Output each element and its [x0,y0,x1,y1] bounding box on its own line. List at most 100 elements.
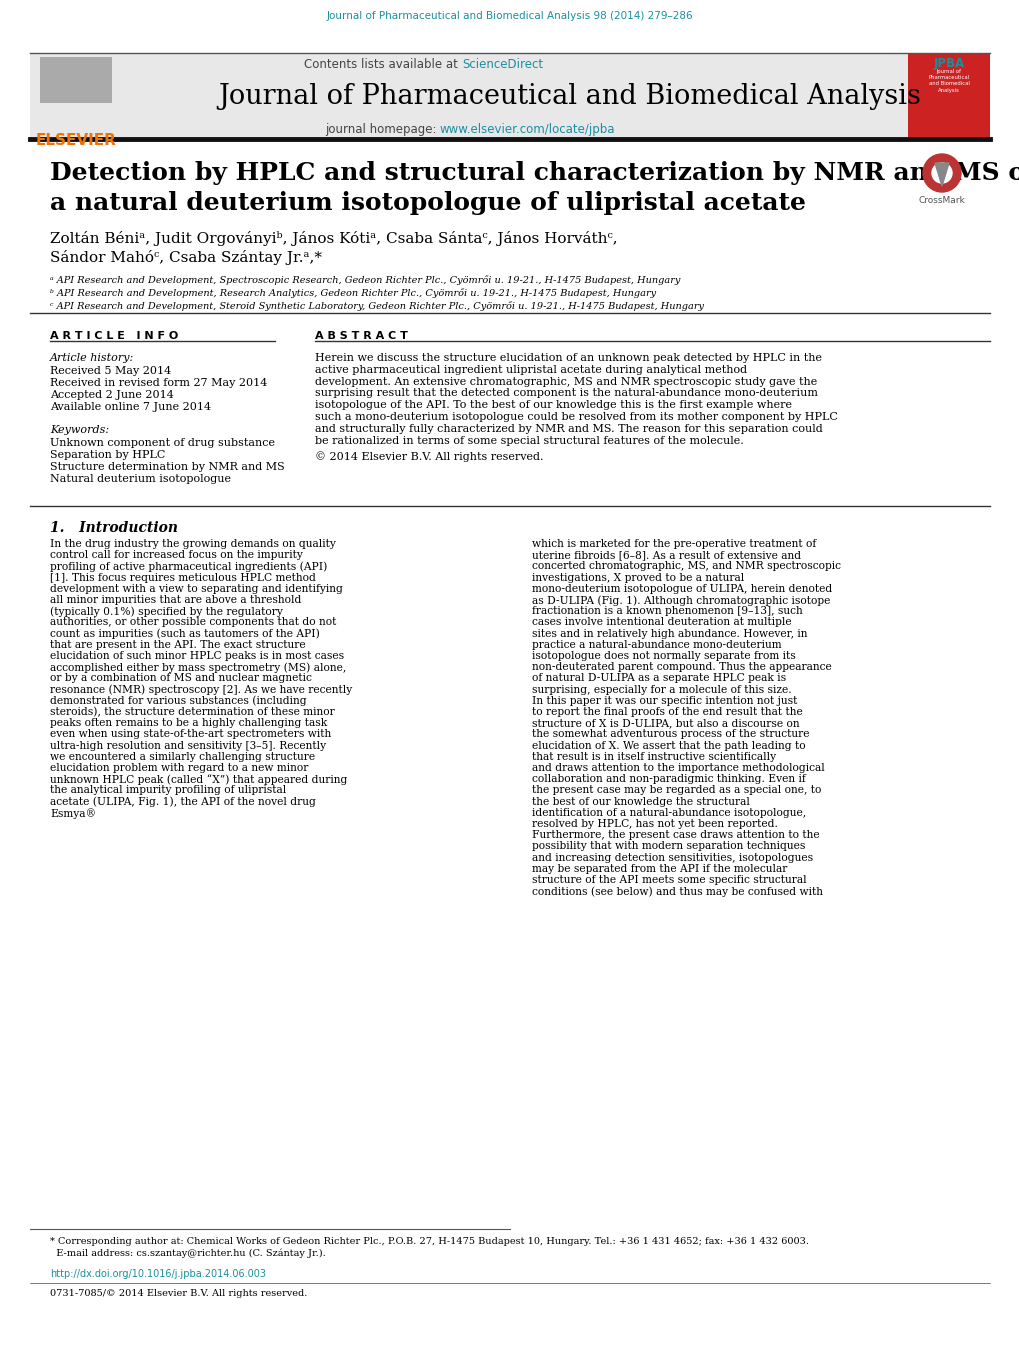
Text: authorities, or other possible components that do not: authorities, or other possible component… [50,617,336,627]
Text: collaboration and non-paradigmic thinking. Even if: collaboration and non-paradigmic thinkin… [532,774,805,784]
Text: structure of X is D-ULIPA, but also a discourse on: structure of X is D-ULIPA, but also a di… [532,719,799,728]
Text: Furthermore, the present case draws attention to the: Furthermore, the present case draws atte… [532,831,819,840]
Bar [30,54,907,138]
Text: isotopologue of the API. To the best of our knowledge this is the first example : isotopologue of the API. To the best of … [315,400,791,411]
Text: Separation by HPLC: Separation by HPLC [50,450,165,459]
Text: JPBA: JPBA [932,57,964,70]
Text: Journal of Pharmaceutical and Biomedical Analysis 98 (2014) 279–286: Journal of Pharmaceutical and Biomedical… [326,11,693,22]
Text: even when using state-of-the-art spectrometers with: even when using state-of-the-art spectro… [50,730,331,739]
Text: we encountered a similarly challenging structure: we encountered a similarly challenging s… [50,751,315,762]
Text: elucidation of X. We assert that the path leading to: elucidation of X. We assert that the pat… [532,740,805,751]
Text: * Corresponding author at: Chemical Works of Gedeon Richter Plc., P.O.B. 27, H-1: * Corresponding author at: Chemical Work… [50,1238,808,1246]
Text: uterine fibroids [6–8]. As a result of extensive and: uterine fibroids [6–8]. As a result of e… [532,550,800,561]
Text: and draws attention to the importance methodological: and draws attention to the importance me… [532,763,824,773]
Text: Accepted 2 June 2014: Accepted 2 June 2014 [50,390,173,400]
Text: CrossMark: CrossMark [918,196,964,205]
Text: Received in revised form 27 May 2014: Received in revised form 27 May 2014 [50,378,267,388]
Text: E-mail address: cs.szantay@richter.hu (C. Szántay Jr.).: E-mail address: cs.szantay@richter.hu (C… [50,1250,325,1259]
Text: resonance (NMR) spectroscopy [2]. As we have recently: resonance (NMR) spectroscopy [2]. As we … [50,685,352,696]
Text: Received 5 May 2014: Received 5 May 2014 [50,366,171,376]
Text: the best of our knowledge the structural: the best of our knowledge the structural [532,797,749,807]
Text: development. An extensive chromatographic, MS and NMR spectroscopic study gave t: development. An extensive chromatographi… [315,377,816,386]
Text: elucidation of such minor HPLC peaks is in most cases: elucidation of such minor HPLC peaks is … [50,651,343,661]
Text: A R T I C L E   I N F O: A R T I C L E I N F O [50,331,178,340]
Text: and structurally fully characterized by NMR and MS. The reason for this separati: and structurally fully characterized by … [315,424,822,434]
Text: possibility that with modern separation techniques: possibility that with modern separation … [532,842,805,851]
Text: http://dx.doi.org/10.1016/j.jpba.2014.06.003: http://dx.doi.org/10.1016/j.jpba.2014.06… [50,1269,266,1279]
Text: that are present in the API. The exact structure: that are present in the API. The exact s… [50,640,306,650]
Text: structure of the API meets some specific structural: structure of the API meets some specific… [532,875,806,885]
Text: such a mono-deuterium isotopologue could be resolved from its mother component b: such a mono-deuterium isotopologue could… [315,412,837,422]
Text: resolved by HPLC, has not yet been reported.: resolved by HPLC, has not yet been repor… [532,819,777,830]
Text: Herein we discuss the structure elucidation of an unknown peak detected by HPLC : Herein we discuss the structure elucidat… [315,353,821,363]
Text: ᶜ API Research and Development, Steroid Synthetic Laboratory, Gedeon Richter Plc: ᶜ API Research and Development, Steroid … [50,301,703,311]
Text: mono-deuterium isotopologue of ULIPA, herein denoted: mono-deuterium isotopologue of ULIPA, he… [532,584,832,594]
Text: as D-ULIPA (Fig. 1). Although chromatographic isotope: as D-ULIPA (Fig. 1). Although chromatogr… [532,594,829,605]
Text: Keywords:: Keywords: [50,426,109,435]
Text: sites and in relatively high abundance. However, in: sites and in relatively high abundance. … [532,628,807,639]
Text: unknown HPLC peak (called “X”) that appeared during: unknown HPLC peak (called “X”) that appe… [50,774,347,785]
Text: ELSEVIER: ELSEVIER [36,132,116,149]
Text: Sándor Mahóᶜ, Csaba Szántay Jr.ᵃ,*: Sándor Mahóᶜ, Csaba Szántay Jr.ᵃ,* [50,250,322,265]
Text: www.elsevier.com/locate/jpba: www.elsevier.com/locate/jpba [439,123,614,136]
Text: A B S T R A C T: A B S T R A C T [315,331,408,340]
Text: practice a natural-abundance mono-deuterium: practice a natural-abundance mono-deuter… [532,640,781,650]
Text: the analytical impurity profiling of ulipristal: the analytical impurity profiling of uli… [50,785,286,796]
Text: the somewhat adventurous process of the structure: the somewhat adventurous process of the … [532,730,809,739]
Text: may be separated from the API if the molecular: may be separated from the API if the mol… [532,863,787,874]
Text: the present case may be regarded as a special one, to: the present case may be regarded as a sp… [532,785,820,796]
Text: a natural deuterium isotopologue of ulipristal acetate: a natural deuterium isotopologue of ulip… [50,190,805,215]
Text: Journal of
Pharmaceutical
and Biomedical
Analysis: Journal of Pharmaceutical and Biomedical… [927,69,969,93]
Text: that result is in itself instructive scientifically: that result is in itself instructive sci… [532,751,775,762]
Bar [40,57,112,103]
Text: acetate (ULIPA, Fig. 1), the API of the novel drug: acetate (ULIPA, Fig. 1), the API of the … [50,797,316,807]
Text: demonstrated for various substances (including: demonstrated for various substances (inc… [50,696,307,707]
Text: surprising, especially for a molecule of this size.: surprising, especially for a molecule of… [532,685,791,694]
Text: ultra-high resolution and sensitivity [3–5]. Recently: ultra-high resolution and sensitivity [3… [50,740,326,751]
Text: Structure determination by NMR and MS: Structure determination by NMR and MS [50,462,284,471]
Text: In the drug industry the growing demands on quality: In the drug industry the growing demands… [50,539,335,549]
Circle shape [931,163,951,182]
Text: to report the final proofs of the end result that the: to report the final proofs of the end re… [532,707,802,717]
Text: Zoltán Béniᵃ, Judit Orgoványiᵇ, János Kótiᵃ, Csaba Sántaᶜ, János Horváthᶜ,: Zoltán Béniᵃ, Judit Orgoványiᵇ, János Kó… [50,231,618,246]
Text: elucidation problem with regard to a new minor: elucidation problem with regard to a new… [50,763,308,773]
Text: cases involve intentional deuteration at multiple: cases involve intentional deuteration at… [532,617,791,627]
Text: and increasing detection sensitivities, isotopologues: and increasing detection sensitivities, … [532,852,812,862]
Text: ᵇ API Research and Development, Research Analytics, Gedeon Richter Plc., Cyömrői: ᵇ API Research and Development, Research… [50,288,655,297]
Text: Available online 7 June 2014: Available online 7 June 2014 [50,403,211,412]
Text: © 2014 Elsevier B.V. All rights reserved.: © 2014 Elsevier B.V. All rights reserved… [315,451,543,462]
Text: profiling of active pharmaceutical ingredients (API): profiling of active pharmaceutical ingre… [50,562,327,571]
Text: of natural D-ULIPA as a separate HPLC peak is: of natural D-ULIPA as a separate HPLC pe… [532,673,786,684]
Text: Journal of Pharmaceutical and Biomedical Analysis: Journal of Pharmaceutical and Biomedical… [218,82,920,109]
Text: investigations, X proved to be a natural: investigations, X proved to be a natural [532,573,744,582]
Text: In this paper it was our specific intention not just: In this paper it was our specific intent… [532,696,797,705]
Text: accomplished either by mass spectrometry (MS) alone,: accomplished either by mass spectrometry… [50,662,345,673]
Text: development with a view to separating and identifying: development with a view to separating an… [50,584,342,594]
Text: Contents lists available at: Contents lists available at [304,58,462,72]
Bar [907,54,989,138]
Text: Detection by HPLC and structural characterization by NMR and MS of: Detection by HPLC and structural charact… [50,161,1019,185]
Text: Esmya®: Esmya® [50,808,96,819]
Circle shape [922,154,960,192]
Text: steroids), the structure determination of these minor: steroids), the structure determination o… [50,707,334,717]
Text: isotopologue does not normally separate from its: isotopologue does not normally separate … [532,651,795,661]
Text: all minor impurities that are above a threshold: all minor impurities that are above a th… [50,594,301,605]
Text: non-deuterated parent compound. Thus the appearance: non-deuterated parent compound. Thus the… [532,662,830,673]
Text: [1]. This focus requires meticulous HPLC method: [1]. This focus requires meticulous HPLC… [50,573,316,582]
Text: be rationalized in terms of some special structural features of the molecule.: be rationalized in terms of some special… [315,435,743,446]
Text: conditions (see below) and thus may be confused with: conditions (see below) and thus may be c… [532,886,822,897]
Text: Unknown component of drug substance: Unknown component of drug substance [50,438,275,449]
Text: fractionation is a known phenomenon [9–13], such: fractionation is a known phenomenon [9–1… [532,607,802,616]
Text: Article history:: Article history: [50,353,135,363]
Text: control call for increased focus on the impurity: control call for increased focus on the … [50,550,303,561]
Text: (typically 0.1%) specified by the regulatory: (typically 0.1%) specified by the regula… [50,607,282,617]
Text: journal homepage:: journal homepage: [324,123,439,136]
Text: ScienceDirect: ScienceDirect [462,58,542,72]
Text: which is marketed for the pre-operative treatment of: which is marketed for the pre-operative … [532,539,815,549]
Text: Natural deuterium isotopologue: Natural deuterium isotopologue [50,474,230,484]
Text: active pharmaceutical ingredient ulipristal acetate during analytical method: active pharmaceutical ingredient ulipris… [315,365,746,374]
Text: identification of a natural-abundance isotopologue,: identification of a natural-abundance is… [532,808,805,817]
Text: count as impurities (such as tautomers of the API): count as impurities (such as tautomers o… [50,628,320,639]
Text: concerted chromatographic, MS, and NMR spectroscopic: concerted chromatographic, MS, and NMR s… [532,562,841,571]
Text: 0731-7085/© 2014 Elsevier B.V. All rights reserved.: 0731-7085/© 2014 Elsevier B.V. All right… [50,1289,307,1298]
